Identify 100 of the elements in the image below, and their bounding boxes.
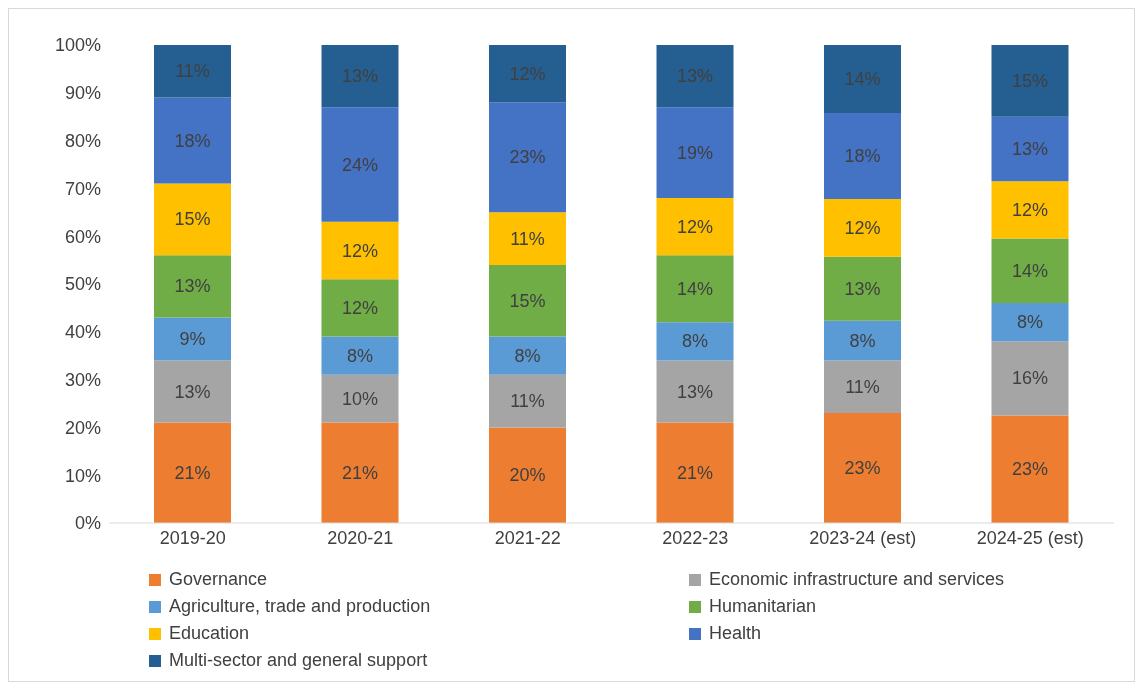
bar <box>154 97 231 184</box>
x-tick-label: 2021-22 <box>494 527 561 548</box>
data-label: 13% <box>341 66 379 87</box>
data-label: 13% <box>844 278 881 299</box>
bar <box>489 374 566 428</box>
bar <box>321 45 399 108</box>
bar <box>656 422 734 523</box>
bar <box>321 336 399 375</box>
legend-label: Health <box>709 623 762 644</box>
bar <box>154 255 231 318</box>
bar <box>321 374 399 423</box>
bar <box>656 360 734 423</box>
bar <box>991 116 1069 182</box>
bar <box>154 45 231 98</box>
bar <box>824 320 901 361</box>
bar <box>321 107 399 222</box>
data-label: 13% <box>1011 138 1049 159</box>
data-label: 15% <box>509 290 546 311</box>
legend-label: Agriculture, trade and production <box>169 596 431 617</box>
data-label: 13% <box>676 381 714 402</box>
y-tick-label: 30% <box>64 369 101 390</box>
y-tick-label: 0% <box>74 513 101 534</box>
data-label: 8% <box>849 330 876 351</box>
bar <box>489 212 566 265</box>
data-label: 23% <box>1011 459 1049 480</box>
data-label: 18% <box>844 145 881 166</box>
bar <box>656 197 734 256</box>
data-label: 13% <box>174 276 211 297</box>
data-label: 24% <box>341 154 379 175</box>
data-label: 10% <box>341 388 379 409</box>
bar <box>321 279 399 337</box>
bar <box>991 238 1069 304</box>
bar <box>991 415 1069 523</box>
bar <box>321 221 399 280</box>
y-tick-label: 90% <box>64 83 101 104</box>
data-label: 13% <box>676 66 714 87</box>
legend-label: Governance <box>169 569 268 590</box>
bar <box>154 317 231 361</box>
data-label: 8% <box>514 345 541 366</box>
data-label: 18% <box>174 130 211 151</box>
data-label: 8% <box>681 331 709 352</box>
data-label: 21% <box>676 462 714 483</box>
data-label: 11% <box>510 391 545 412</box>
y-tick-label: 70% <box>64 178 101 199</box>
y-tick-label: 80% <box>64 130 101 151</box>
y-tick-label: 50% <box>64 274 101 295</box>
data-label: 16% <box>1011 368 1049 389</box>
y-tick-label: 40% <box>64 322 101 343</box>
bar <box>656 107 734 198</box>
bar <box>824 360 901 414</box>
bar <box>489 264 566 337</box>
data-label: 11% <box>845 376 880 397</box>
bar <box>489 102 566 213</box>
data-label: 11% <box>175 61 210 82</box>
y-tick-label: 60% <box>64 226 101 247</box>
data-label: 21% <box>174 462 211 483</box>
legend-label: Multi-sector and general support <box>169 650 428 671</box>
bar <box>824 256 901 321</box>
bar <box>154 360 231 423</box>
bar <box>991 341 1069 416</box>
bar <box>489 45 566 103</box>
data-label: 23% <box>509 147 546 168</box>
data-label: 12% <box>341 297 379 318</box>
bar <box>991 181 1069 239</box>
bar <box>154 183 231 256</box>
bar <box>489 427 566 523</box>
data-label: 13% <box>174 381 211 402</box>
legend-label: Humanitarian <box>709 596 817 617</box>
bar <box>321 422 399 523</box>
data-label: 8% <box>346 345 374 366</box>
bar <box>991 45 1069 117</box>
y-tick-label: 100% <box>54 35 101 56</box>
bar <box>656 322 734 361</box>
data-label: 23% <box>844 458 881 479</box>
x-tick-label: 2020-21 <box>327 527 394 548</box>
data-label: 9% <box>179 328 206 349</box>
data-label: 19% <box>676 142 714 163</box>
data-label: 12% <box>844 217 881 238</box>
data-label: 21% <box>341 462 379 483</box>
legend-label: Economic infrastructure and services <box>709 569 1005 590</box>
data-label: 12% <box>1011 199 1049 220</box>
x-tick-label: 2023-24 (est) <box>809 527 917 548</box>
y-tick-label: 10% <box>64 465 101 486</box>
data-label: 12% <box>676 216 714 237</box>
bar <box>824 112 901 199</box>
data-label: 20% <box>509 465 546 486</box>
bar <box>154 422 231 523</box>
x-tick-label: 2024-25 (est) <box>976 527 1084 548</box>
data-label: 12% <box>341 240 379 261</box>
bar <box>489 336 566 375</box>
x-tick-label: 2019-20 <box>159 527 226 548</box>
y-tick-label: 20% <box>64 417 101 438</box>
legend-label: Education <box>169 623 250 644</box>
bar <box>991 303 1069 342</box>
bar <box>824 45 901 113</box>
data-label: 11% <box>510 228 545 249</box>
data-label: 14% <box>844 68 881 89</box>
data-label: 14% <box>676 278 714 299</box>
bar <box>824 198 901 257</box>
data-label: 15% <box>1011 70 1049 91</box>
